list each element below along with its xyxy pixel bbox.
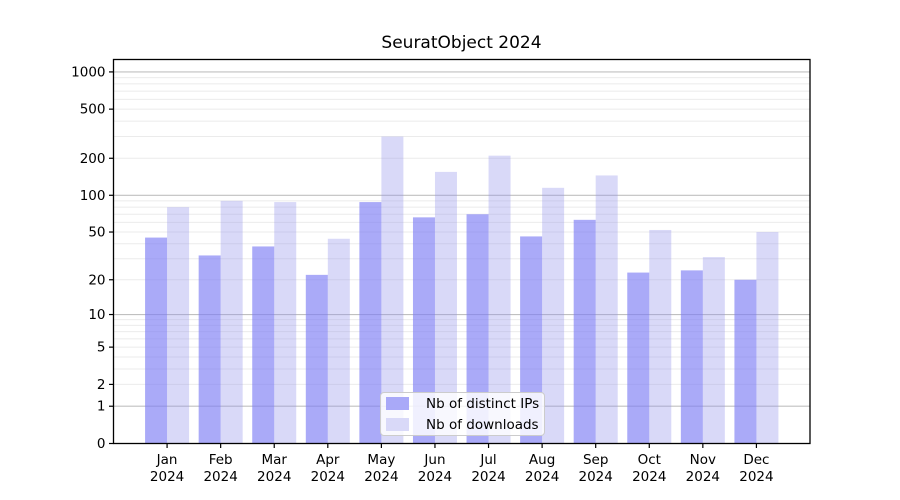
- bar-jun-downloads: [434, 171, 457, 444]
- bar-jun-distinct-ips: [412, 217, 435, 444]
- bar-jan-downloads: [167, 207, 190, 444]
- x-tick-label-month: Jun: [423, 452, 445, 468]
- x-tick-label-month: May: [367, 452, 395, 468]
- x-tick-label-year: 2024: [471, 469, 505, 485]
- x-tick-label-month: Oct: [638, 452, 661, 468]
- y-tick-label: 1000: [71, 64, 105, 80]
- x-tick-label-month: Apr: [316, 452, 340, 468]
- x-tick-label-year: 2024: [418, 469, 452, 485]
- y-tick-label: 20: [88, 272, 105, 288]
- bar-aug-distinct-ips: [520, 236, 543, 444]
- bar-aug-downloads: [542, 187, 565, 444]
- bar-may-distinct-ips: [359, 202, 382, 444]
- legend-label-distinct-ips: Nb of distinct IPs: [426, 395, 540, 412]
- bar-may-downloads: [381, 136, 404, 444]
- bar-mar-downloads: [274, 202, 297, 444]
- x-tick-label-month: Aug: [529, 452, 555, 468]
- bar-dec-downloads: [756, 232, 779, 444]
- x-tick-label-month: Nov: [690, 452, 716, 468]
- x-tick-label-year: 2024: [525, 469, 559, 485]
- x-tick-label-month: Jul: [479, 452, 496, 468]
- y-tick-label: 1: [97, 399, 106, 415]
- bar-apr-downloads: [327, 238, 350, 444]
- bar-feb-distinct-ips: [198, 255, 221, 444]
- y-tick-label: 100: [80, 188, 106, 204]
- bar-apr-distinct-ips: [305, 274, 328, 444]
- y-tick-label: 0: [97, 436, 106, 452]
- y-tick-label: 200: [80, 151, 106, 167]
- x-tick-label-month: Jan: [156, 452, 178, 468]
- legend-entry-distinct-ips: Nb of distinct IPs: [386, 395, 544, 412]
- y-tick-label: 10: [88, 307, 105, 323]
- x-tick-label-year: 2024: [150, 469, 184, 485]
- x-tick-label-year: 2024: [686, 469, 720, 485]
- bar-sep-downloads: [595, 175, 618, 444]
- chart-title: SeuratObject 2024: [381, 33, 542, 53]
- bar-oct-distinct-ips: [627, 272, 650, 444]
- y-tick-label: 50: [88, 225, 105, 241]
- bar-feb-downloads: [220, 200, 243, 444]
- x-tick-label-month: Dec: [743, 452, 769, 468]
- plot-area: [112, 58, 811, 445]
- x-tick-label-year: 2024: [632, 469, 666, 485]
- y-tick-label: 2: [97, 377, 106, 393]
- x-tick-label-year: 2024: [203, 469, 237, 485]
- legend-swatch-distinct-ips: [386, 397, 409, 410]
- x-tick-label-year: 2024: [311, 469, 345, 485]
- x-tick-label-year: 2024: [364, 469, 398, 485]
- x-tick-label-month: Sep: [583, 452, 608, 468]
- bar-jan-distinct-ips: [145, 237, 168, 444]
- x-tick-label-year: 2024: [257, 469, 291, 485]
- bar-nov-downloads: [702, 257, 725, 444]
- bar-jul-downloads: [488, 155, 511, 444]
- bar-dec-distinct-ips: [734, 279, 757, 444]
- x-tick-label-year: 2024: [579, 469, 613, 485]
- x-tick-label-year: 2024: [739, 469, 773, 485]
- bar-jul-distinct-ips: [466, 214, 489, 444]
- chart-legend: Nb of distinct IPs Nb of downloads: [380, 392, 545, 436]
- x-tick-label-month: Mar: [261, 452, 287, 468]
- legend-swatch-downloads: [386, 418, 409, 431]
- legend-label-downloads: Nb of downloads: [426, 416, 539, 433]
- bar-oct-downloads: [649, 229, 672, 444]
- bar-mar-distinct-ips: [252, 246, 275, 444]
- y-tick-label: 5: [97, 340, 106, 356]
- legend-entry-downloads: Nb of downloads: [386, 416, 544, 433]
- y-tick-label: 500: [80, 102, 106, 118]
- x-tick-label-month: Feb: [209, 452, 233, 468]
- bar-sep-distinct-ips: [573, 219, 596, 444]
- bar-nov-distinct-ips: [680, 270, 703, 444]
